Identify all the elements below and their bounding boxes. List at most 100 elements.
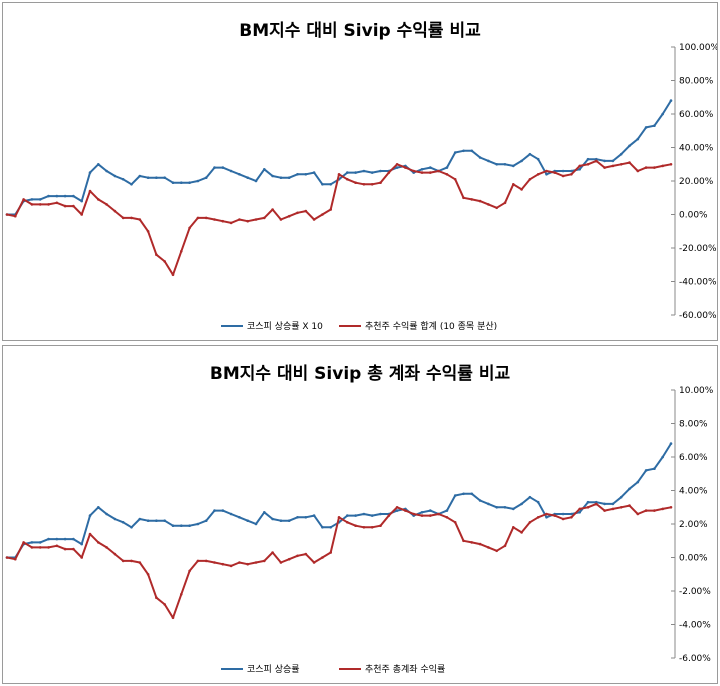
data-point — [138, 218, 142, 221]
data-point — [429, 509, 432, 512]
data-point — [97, 541, 100, 544]
data-point — [38, 546, 42, 549]
data-point — [445, 516, 449, 519]
data-point — [321, 213, 324, 216]
data-point — [453, 521, 457, 524]
chart-title: BM지수 대비 Sivip 총 계좌 수익률 비교 — [209, 364, 511, 384]
data-point — [644, 469, 648, 472]
data-point — [155, 519, 158, 522]
data-point — [196, 216, 200, 220]
data-point — [462, 539, 465, 543]
data-point — [553, 514, 557, 517]
data-point — [130, 559, 133, 563]
data-point — [72, 194, 75, 198]
data-point — [221, 509, 225, 512]
data-point — [487, 502, 490, 506]
data-point — [520, 502, 523, 506]
data-point — [329, 526, 333, 529]
data-point — [130, 183, 133, 186]
data-point — [213, 166, 216, 169]
data-point — [321, 556, 324, 559]
data-point — [561, 512, 565, 516]
data-point — [204, 519, 208, 522]
data-point — [429, 514, 432, 517]
data-point — [80, 542, 83, 546]
data-point — [138, 561, 142, 564]
data-point — [495, 506, 499, 509]
data-point — [296, 516, 299, 519]
data-point — [213, 561, 216, 564]
data-point — [603, 502, 606, 506]
data-point — [238, 218, 241, 221]
data-point — [296, 554, 299, 558]
data-point — [171, 181, 175, 184]
data-point — [22, 198, 25, 201]
data-point — [545, 516, 548, 519]
legend-label: 코스피 상승률 X 10 — [247, 321, 323, 332]
data-point — [619, 506, 623, 509]
data-point — [487, 546, 490, 549]
data-point — [636, 480, 640, 484]
data-point — [478, 542, 482, 546]
data-point — [88, 514, 92, 517]
data-point — [661, 164, 664, 168]
data-point — [188, 226, 191, 230]
data-point — [595, 159, 598, 163]
data-point — [180, 250, 183, 253]
data-point — [470, 492, 474, 496]
data-point — [611, 507, 615, 511]
data-point — [329, 551, 333, 554]
data-point — [47, 537, 50, 541]
data-point — [180, 593, 183, 596]
data-point — [628, 504, 631, 507]
data-point — [55, 194, 59, 198]
data-point — [362, 526, 366, 529]
data-point — [578, 164, 581, 168]
data-point — [113, 517, 117, 521]
data-point — [155, 596, 158, 599]
data-point — [370, 514, 374, 517]
series-line-1 — [7, 443, 672, 559]
data-point — [495, 163, 499, 166]
y-tick-label: 0.00% — [679, 211, 708, 221]
data-point — [536, 173, 540, 176]
data-point — [287, 214, 291, 218]
data-point — [545, 512, 548, 516]
data-point — [653, 509, 656, 512]
data-point — [97, 163, 100, 166]
data-point — [188, 524, 191, 527]
data-point — [105, 203, 108, 206]
y-tick-label: -6.00% — [679, 654, 711, 664]
data-point — [312, 171, 316, 174]
data-point — [445, 509, 449, 512]
data-point — [453, 494, 457, 497]
data-point — [420, 511, 424, 514]
data-point — [437, 512, 440, 516]
y-tick-label: 2.00% — [679, 520, 708, 530]
data-point — [188, 569, 191, 573]
data-point — [271, 208, 274, 211]
data-point — [570, 512, 573, 516]
data-point — [63, 194, 67, 198]
data-point — [213, 218, 216, 221]
data-point — [97, 198, 100, 201]
data-point — [221, 562, 225, 566]
data-point — [387, 171, 391, 174]
series-line-1 — [7, 100, 672, 216]
data-point — [146, 176, 150, 179]
data-point — [653, 124, 656, 127]
data-point — [611, 164, 615, 168]
data-point — [644, 126, 648, 129]
data-point — [354, 524, 357, 527]
data-point — [296, 211, 299, 215]
chart-canvas-2: 10.00% 8.00% 6.00% 4.00% 2.00% 0.00% -2.00% -4.… — [5, 386, 714, 675]
data-point — [487, 159, 490, 163]
y-tick-label: -40.00% — [679, 278, 717, 288]
data-point — [229, 512, 233, 516]
data-point — [379, 169, 382, 173]
data-point — [155, 253, 158, 256]
data-point — [221, 166, 225, 169]
data-point — [287, 557, 291, 561]
y-tick-label: 0.00% — [679, 554, 708, 564]
data-point — [30, 203, 34, 206]
